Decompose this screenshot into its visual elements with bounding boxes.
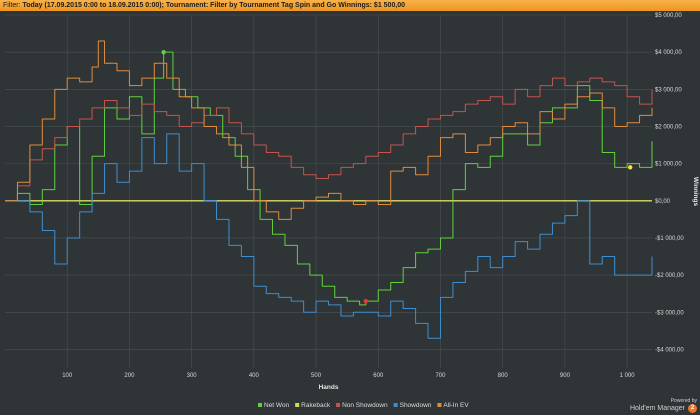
x-tick-label: 900 [560,373,571,379]
x-axis-title: Hands [319,384,339,391]
legend-swatch [437,403,442,407]
plot-area [5,15,652,368]
x-tick-label: 200 [124,373,135,379]
series-line-all-in-ev [5,40,653,220]
x-tick-label: 100 [62,373,73,379]
x-tick-label: 400 [249,373,260,379]
legend-label: Net Won [264,402,290,409]
x-tick-label: 500 [311,373,322,379]
y-tick-label: $3 000,00 [655,87,682,93]
series-marker [628,165,633,170]
y-tick-label: $2 000,00 [655,124,682,130]
filter-range: Today (17.09.2015 0:00 to 18.09.2015 0:0… [22,2,164,9]
series-line-non-showdown [5,77,653,202]
hm-logo-icon: 2 [688,404,697,413]
x-tick-label: 300 [187,373,198,379]
legend-swatch [295,403,300,407]
legend: Net Won Rakeback Non Showdown Showdown All-I… [258,402,469,409]
winnings-chart: $5 000,00 $4 000,00 $3 000,00 $2 000,00 $1 0… [5,13,699,409]
filter-tournament: Tournament: Filter by Tournament Tag Spi… [165,2,337,9]
legend-swatch [393,403,398,407]
legend-label: All-In EV [443,402,469,409]
filter-bar: Filter: Today (17.09.2015 0:00 to 18.09.… [0,0,700,11]
y-axis-title: Winnings [692,177,699,207]
legend-label: Showdown [400,402,432,409]
legend-label: Non Showdown [342,402,388,409]
y-tick-label: $5 000,00 [655,13,682,19]
x-tick-label: 600 [373,373,384,379]
y-tick-label: -$4 000,00 [655,347,684,353]
filter-label: Filter: [3,2,21,9]
x-tick-label: 700 [435,373,446,379]
y-tick-label: -$3 000,00 [655,310,684,316]
x-tick-label: 800 [498,373,509,379]
y-tick-label: $1 000,00 [655,162,682,168]
series-marker [161,49,166,55]
filter-winnings: Winnings: $1 500,00 [338,2,406,9]
y-tick-label: -$1 000,00 [655,236,684,242]
powered-by-text: Powered by [670,398,697,404]
series-line-showdown [5,133,653,339]
series-marker [363,298,369,304]
y-tick-label: $4 000,00 [655,50,682,56]
legend-swatch [258,403,262,407]
brand-badge: Powered by Hold'em Manager 2 [630,398,697,413]
legend-swatch [336,403,341,407]
brand-name: Hold'em Manager [629,405,685,412]
y-tick-label: $0,00 [655,199,671,205]
y-tick-label: -$2 000,00 [655,273,684,279]
x-tick-label: 1 000 [620,373,636,379]
legend-label: Rakeback [301,402,331,409]
